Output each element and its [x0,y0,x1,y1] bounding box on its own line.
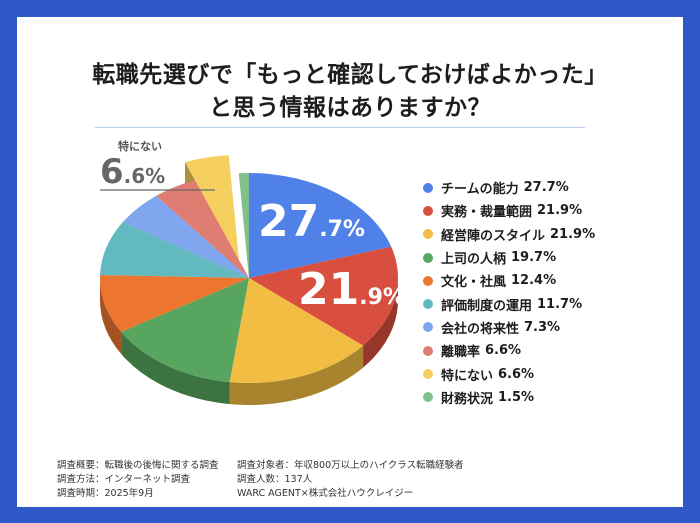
legend-value: 21.9% [537,203,583,219]
footer-line: 調査対象者：年収800万以上のハイクラス転職経験者 [237,460,464,471]
pie-slice [100,274,250,332]
slice-side [229,345,364,406]
legend-label: 財務状況 [441,391,494,407]
legend-value: 19.7% [511,250,557,266]
slice-side [121,331,230,405]
pie-slice [249,173,392,278]
legend-item: 実務・裁量範囲 21.9% [423,199,595,222]
legend-item: チームの能力 27.7% [423,176,595,199]
divider [95,127,585,128]
legend-label: 実務・裁量範囲 [441,205,533,221]
legend-value: 6.6% [485,343,522,359]
pie-slice [156,180,249,278]
legend-value: 1.5% [498,389,535,405]
pie-slice [123,195,249,278]
pie-slice [100,221,249,278]
legend-dot [423,322,433,333]
legend: チームの能力 27.7% 実務・裁量範囲 21.9% 経営陣のスタイル 21.9% 上司の人… [423,176,595,409]
legend-dot [423,182,433,193]
label-blue: 27.7% [258,196,365,247]
pie-slice [121,278,249,383]
footer-left: 調査概要：転職後の後悔に関する調査 調査方法：インターネット調査 調査時期：20… [57,459,219,501]
legend-value: 12.4% [511,273,557,289]
legend-dot [423,392,433,403]
legend-item: 会社の将来性 7.3% [423,316,595,339]
legend-value: 27.7% [523,180,569,196]
legend-dot [423,205,433,216]
legend-item: 特にない 6.6% [423,362,595,385]
legend-label: チームの能力 [441,182,519,198]
footer-line: 調査人数：137人 [237,474,313,485]
legend-dot [423,275,433,286]
label-red: 21.9% [298,264,405,315]
callout-label: 特にない [118,140,162,153]
legend-dot [423,299,433,310]
legend-value: 11.7% [537,296,583,312]
slice-side [100,278,122,354]
legend-item: 文化・社風 12.4% [423,269,595,292]
legend-value: 7.3% [524,319,561,335]
title-line-2: と思う情報はありますか？ [209,95,491,121]
legend-dot [423,252,433,263]
legend-item: 財務状況 1.5% [423,386,595,409]
footer-line: WARC AGENT×株式会社ハウクレイジー [237,488,414,499]
pie-slice [229,278,364,383]
legend-label: 特にない [441,368,494,384]
footer-line: 調査方法：インターネット調査 [57,474,191,485]
legend-item: 評価制度の運用 11.7% [423,292,595,315]
legend-item: 経営陣のスタイル 21.9% [423,223,595,246]
legend-item: 離職率 6.6% [423,339,595,362]
title-line-1: 転職先選びで「もっと確認しておけばよかった」 [92,62,608,88]
legend-label: 文化・社風 [441,275,507,291]
pie-slice [238,173,249,278]
pie-slice [185,155,239,260]
legend-value: 6.6% [498,366,535,382]
pie-slice [249,246,399,346]
legend-dot [423,369,433,380]
legend-label: 会社の将来性 [441,321,520,337]
callout-value: 6.6% [100,152,166,192]
footer-line: 調査概要：転職後の後悔に関する調査 [57,460,219,471]
legend-dot [423,229,433,240]
legend-value: 21.9% [550,226,596,242]
legend-item: 上司の人柄 19.7% [423,246,595,269]
legend-dot [423,345,433,356]
footer-right: 調査対象者：年収800万以上のハイクラス転職経験者 調査人数：137人 WARC… [237,459,464,501]
legend-label: 評価制度の運用 [441,298,533,314]
legend-label: 経営陣のスタイル [441,228,546,244]
footer-line: 調査時期：2025年9月 [57,488,154,499]
slice-side [363,278,398,368]
legend-label: 上司の人柄 [441,252,507,268]
legend-label: 離職率 [441,345,481,361]
